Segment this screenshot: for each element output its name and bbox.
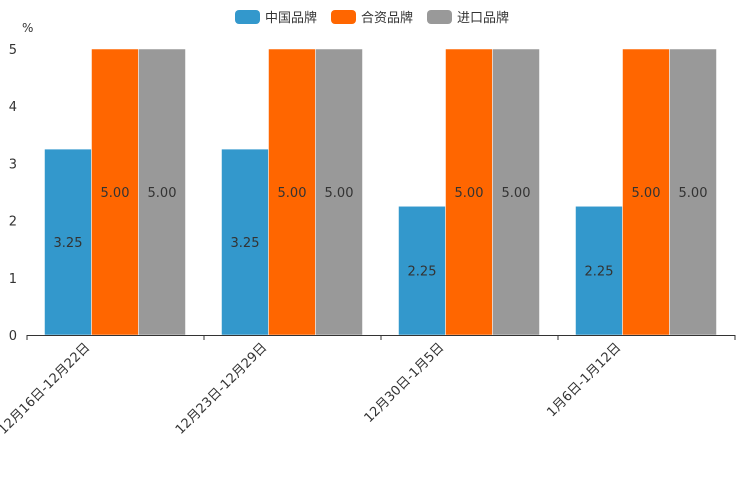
- legend-item-china-brand[interactable]: 中国品牌: [234, 7, 317, 26]
- data-label: 2.25: [408, 265, 437, 280]
- data-label: 5.00: [101, 186, 130, 201]
- bar: [398, 206, 446, 336]
- data-label: 5.00: [148, 186, 177, 201]
- data-label: 5.00: [632, 186, 661, 201]
- data-label: 5.00: [278, 186, 307, 201]
- x-tick-label: 12月23日-12月29日: [173, 340, 270, 437]
- data-label: 3.25: [231, 236, 260, 251]
- bar: [622, 48, 670, 336]
- bar: [575, 206, 623, 336]
- y-tick-label: 1: [9, 272, 17, 287]
- data-label: 5.00: [679, 186, 708, 201]
- bar: [669, 48, 717, 336]
- x-tick-label: 12月16日-12月22日: [0, 340, 93, 437]
- data-label: 3.25: [54, 236, 83, 251]
- bar: [315, 48, 363, 336]
- legend-label-import-brand: 进口品牌: [457, 11, 510, 26]
- y-tick-label: 0: [9, 329, 17, 344]
- data-label: 5.00: [455, 186, 484, 201]
- legend-label-joint-venture-brand: 合资品牌: [360, 11, 413, 26]
- data-label: 5.00: [325, 186, 354, 201]
- y-axis-unit: %: [22, 21, 34, 35]
- x-tick-label: 1月6日-1月12日: [544, 340, 624, 420]
- legend-swatch-import-brand: [427, 9, 452, 24]
- x-tick-label: 12月30日-1月5日: [362, 340, 448, 426]
- legend: 中国品牌 合资品牌 进口品牌: [0, 7, 744, 26]
- bar: [221, 148, 269, 336]
- data-label: 5.00: [502, 186, 531, 201]
- y-tick-label: 2: [9, 215, 17, 230]
- bar: [138, 48, 186, 336]
- legend-label-china-brand: 中国品牌: [264, 11, 317, 26]
- legend-item-import-brand[interactable]: 进口品牌: [427, 7, 509, 26]
- bar: [91, 48, 139, 336]
- y-tick-label: 3: [9, 157, 17, 172]
- legend-item-joint-venture-brand[interactable]: 合资品牌: [330, 7, 413, 26]
- legend-swatch-joint-venture-brand: [330, 9, 356, 24]
- y-tick-label: 5: [9, 43, 17, 58]
- legend-swatch-china-brand: [234, 9, 260, 24]
- bar: [268, 48, 316, 336]
- data-label: 2.25: [585, 265, 614, 280]
- y-tick-label: 4: [9, 100, 17, 115]
- bar: [492, 48, 540, 336]
